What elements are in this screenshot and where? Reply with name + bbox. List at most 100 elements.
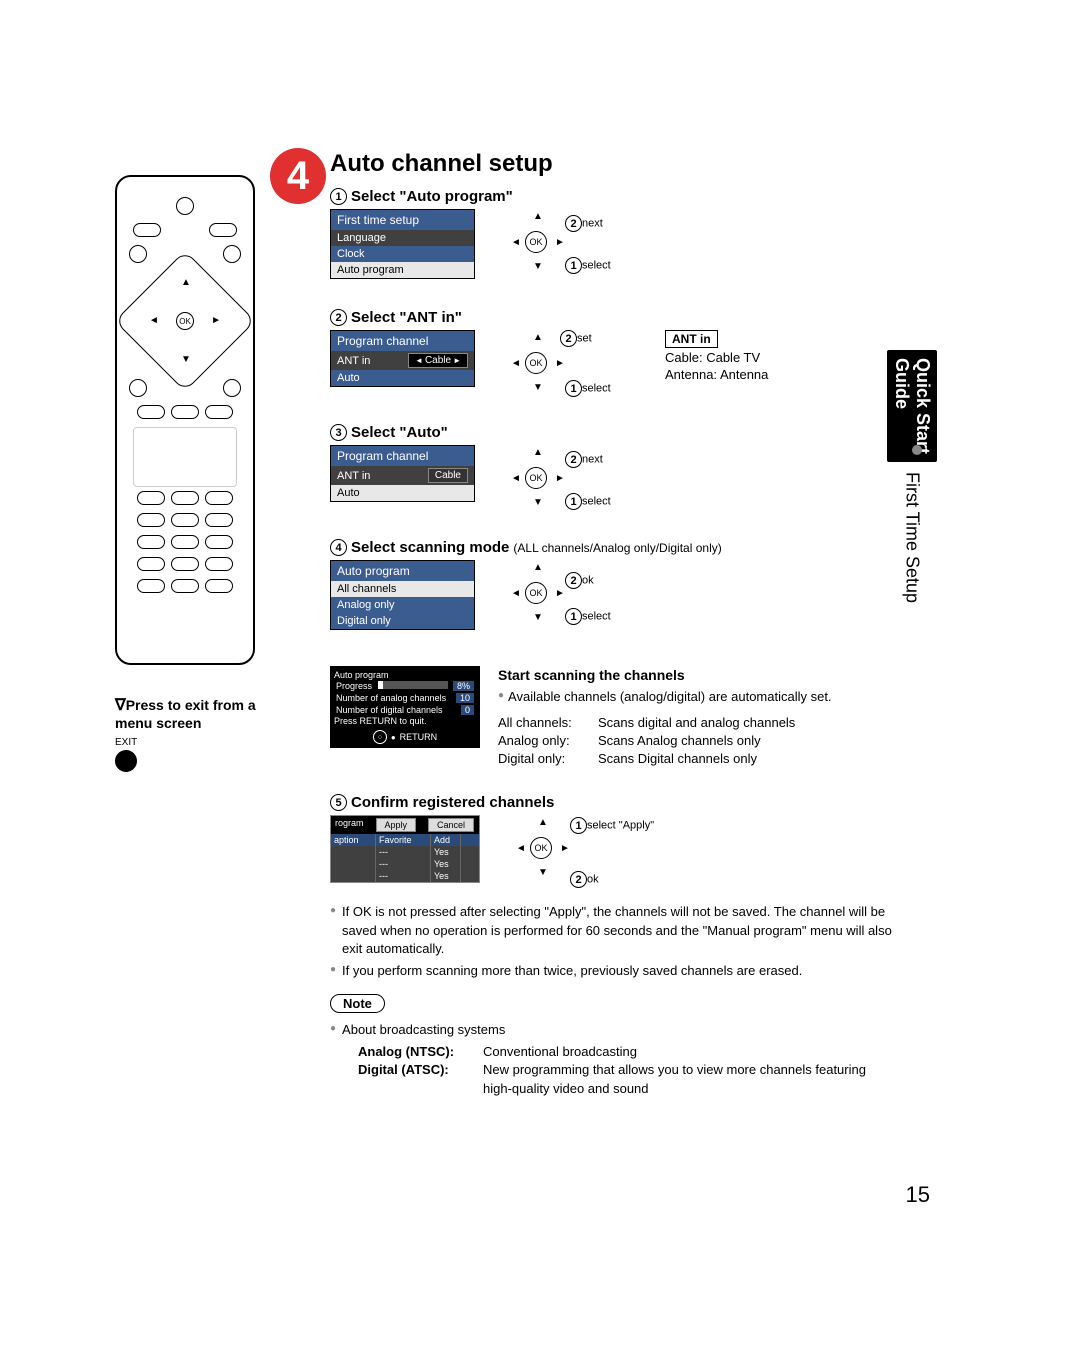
nav3-c2: 2 xyxy=(565,451,582,468)
menu4-all: All channels xyxy=(331,581,474,597)
scan-t1v: Scans Analog channels only xyxy=(598,732,761,750)
menu-program-channel-1: Program channel ANT in ◄Cable► Auto xyxy=(330,330,475,387)
confirm-r2c2: Yes xyxy=(431,870,461,882)
nav4-select: select xyxy=(582,611,611,623)
menu3-antin-val: Cable xyxy=(435,470,461,481)
antin-info: ANT in Cable: Cable TV Antenna: Antenna xyxy=(665,330,768,384)
nav5-c2: 2 xyxy=(570,871,587,888)
confirm-h1: Favorite xyxy=(376,834,431,846)
menu1-header: First time setup xyxy=(331,210,474,230)
broadcast-r2v: New programming that allows you to view … xyxy=(483,1061,883,1097)
scan-t2k: Digital only: xyxy=(498,750,598,768)
menu2-antin: ANT in ◄Cable► xyxy=(331,351,474,370)
circled-1: 1 xyxy=(330,188,347,205)
menu3-auto: Auto xyxy=(331,485,474,501)
page-number: 15 xyxy=(906,1182,930,1208)
step4-small: (ALL channels/Analog only/Digital only) xyxy=(513,541,721,555)
confirm-r2c1: --- xyxy=(376,870,431,882)
ok-icon: OK xyxy=(525,467,547,489)
nav-diagram-3: ▲ ◄ OK ► ▼ 2next 1select xyxy=(505,445,595,515)
ok-icon: OK xyxy=(530,837,552,859)
progress-analog-label: Number of analog channels xyxy=(336,693,446,703)
confirm-h2: Add xyxy=(431,834,461,846)
nav3-select: select xyxy=(582,496,611,508)
antin-l2k: Antenna: xyxy=(665,367,717,382)
exit-line: Press to exit from a menu screen xyxy=(115,697,256,731)
confirm-notes: If OK is not pressed after selecting "Ap… xyxy=(330,903,900,980)
scan-t0k: All channels: xyxy=(498,714,598,732)
exit-prefix-icon: ∇ xyxy=(115,697,126,714)
scan-description: Start scanning the channels Available ch… xyxy=(498,666,832,768)
menu3-antin-label: ANT in xyxy=(337,470,370,482)
menu3-antin: ANT in Cable xyxy=(331,466,474,485)
progress-pct: 8% xyxy=(453,681,474,691)
nav-diagram-5: ▲ ◄ OK ► ▼ 1select "Apply" 2ok xyxy=(510,815,600,895)
confirm-table: rogram Apply Cancel aptionFavoriteAdd --… xyxy=(330,815,480,883)
progress-title: Auto program xyxy=(334,670,476,680)
scan-progress-box: Auto program Progress8% Number of analog… xyxy=(330,666,480,748)
antin-box: ANT in xyxy=(665,330,718,348)
note1: If OK is not pressed after selecting "Ap… xyxy=(342,903,900,958)
side-dot-icon xyxy=(912,445,922,455)
antin-l1v: Cable TV xyxy=(706,350,760,365)
step4-label: Select scanning mode xyxy=(351,539,509,556)
scan-t2v: Scans Digital channels only xyxy=(598,750,757,768)
menu4-header: Auto program xyxy=(331,561,474,581)
side-tab-rest: First Time Setup xyxy=(902,462,923,603)
menu-first-time-setup: First time setup Language Clock Auto pro… xyxy=(330,209,475,279)
broadcast-r1v: Conventional broadcasting xyxy=(483,1043,637,1061)
ok-icon: OK xyxy=(525,352,547,374)
step1-label: Select "Auto program" xyxy=(351,188,513,205)
menu-auto-program: Auto program All channels Analog only Di… xyxy=(330,560,475,630)
step2-heading: 2 Select "ANT in" xyxy=(330,309,900,326)
step4-heading: 4 Select scanning mode (ALL channels/Ana… xyxy=(330,539,900,556)
scan-t1k: Analog only: xyxy=(498,732,598,750)
nav1-select: select xyxy=(582,260,611,272)
main-content: Auto channel setup 1 Select "Auto progra… xyxy=(330,150,900,1098)
nav2-c1: 1 xyxy=(565,380,582,397)
menu2-auto: Auto xyxy=(331,370,474,386)
nav4-c1: 1 xyxy=(565,608,582,625)
nav3-next: next xyxy=(582,454,603,466)
broadcast-r2k: Digital (ATSC): xyxy=(358,1061,483,1097)
step-4-badge: 4 xyxy=(270,148,326,204)
confirm-r1c2: Yes xyxy=(431,858,461,870)
nav4-c2: 2 xyxy=(565,572,582,589)
exit-label: EXIT xyxy=(115,737,290,748)
confirm-top-label: rogram xyxy=(335,818,364,832)
confirm-r2c0 xyxy=(331,870,376,882)
menu2-antin-label: ANT in xyxy=(337,355,370,367)
nav2-select: select xyxy=(582,383,611,395)
nav2-set: set xyxy=(577,333,592,345)
nav-diagram-1: ▲ ◄ OK ► ▼ 2next 1select xyxy=(505,209,595,279)
ok-icon: OK xyxy=(525,231,547,253)
note-pill: Note xyxy=(330,994,385,1013)
nav-diagram-2: ▲ ◄ OK ► ▼ 2set 1select xyxy=(505,330,595,400)
confirm-r0c2: Yes xyxy=(431,846,461,858)
nav5-apply: select "Apply" xyxy=(587,820,654,832)
step2-label: Select "ANT in" xyxy=(351,309,462,326)
menu1-language: Language xyxy=(331,230,474,246)
progress-return: RETURN xyxy=(400,732,438,742)
confirm-r0c1: --- xyxy=(376,846,431,858)
progress-quit: Press RETURN to quit. xyxy=(334,716,476,726)
broadcast-intro: About broadcasting systems xyxy=(342,1021,505,1039)
progress-digital-val: 0 xyxy=(461,705,474,715)
nav1-c2: 2 xyxy=(565,215,582,232)
side-tab-block1: Quick Start xyxy=(913,358,933,454)
menu3-header: Program channel xyxy=(331,446,474,466)
circled-3: 3 xyxy=(330,424,347,441)
menu2-header: Program channel xyxy=(331,331,474,351)
progress-bar-icon xyxy=(378,681,448,689)
antin-l1k: Cable: xyxy=(665,350,703,365)
nav5-c1: 1 xyxy=(570,817,587,834)
scan-t0v: Scans digital and analog channels xyxy=(598,714,795,732)
remote-illustration: ▲▼◄► OK xyxy=(115,175,255,665)
ok-icon: OK xyxy=(525,582,547,604)
section-title: Auto channel setup xyxy=(330,150,900,178)
confirm-apply: Apply xyxy=(376,818,417,832)
confirm-r0c0 xyxy=(331,846,376,858)
nav2-c2: 2 xyxy=(560,330,577,347)
exit-instruction: ∇Press to exit from a menu screen EXIT xyxy=(115,695,290,772)
confirm-cancel: Cancel xyxy=(428,818,474,832)
